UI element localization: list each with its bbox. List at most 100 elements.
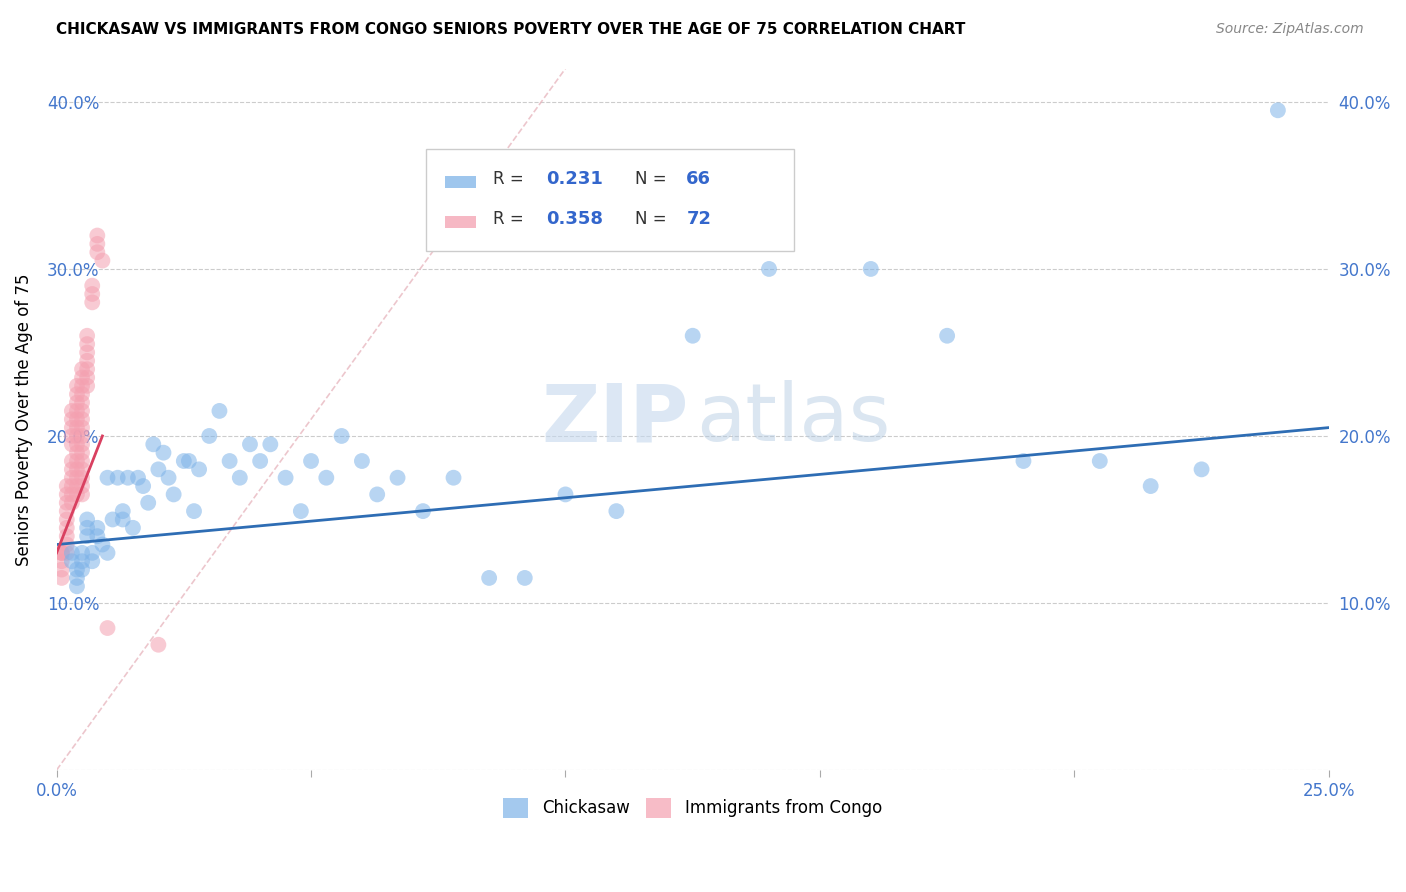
- Legend: Chickasaw, Immigrants from Congo: Chickasaw, Immigrants from Congo: [496, 791, 889, 825]
- Point: [91, 253, 114, 268]
- Point: [148, 462, 170, 476]
- Point: [554, 487, 576, 501]
- Point: [136, 496, 159, 510]
- Text: 66: 66: [686, 170, 711, 188]
- Point: [157, 471, 180, 485]
- Point: [173, 454, 195, 468]
- Point: [412, 504, 434, 518]
- Point: [111, 504, 134, 518]
- Text: 0.231: 0.231: [547, 170, 603, 188]
- Point: [70, 487, 93, 501]
- Point: [122, 521, 145, 535]
- Point: [70, 362, 93, 376]
- Point: [76, 362, 98, 376]
- Point: [66, 437, 89, 451]
- Point: [60, 487, 83, 501]
- Point: [60, 412, 83, 426]
- Point: [60, 454, 83, 468]
- Point: [66, 454, 89, 468]
- Point: [86, 245, 108, 260]
- Point: [70, 454, 93, 468]
- Point: [758, 262, 780, 277]
- Point: [56, 504, 79, 518]
- Point: [70, 546, 93, 560]
- Point: [60, 404, 83, 418]
- Point: [76, 337, 98, 351]
- Point: [315, 471, 337, 485]
- Point: [111, 512, 134, 526]
- Point: [66, 479, 89, 493]
- Point: [70, 420, 93, 434]
- Point: [70, 429, 93, 443]
- Point: [117, 471, 139, 485]
- Point: [299, 454, 322, 468]
- Point: [70, 445, 93, 459]
- Point: [188, 462, 211, 476]
- Point: [218, 454, 240, 468]
- Point: [60, 429, 83, 443]
- Point: [66, 445, 89, 459]
- Point: [96, 471, 118, 485]
- Point: [91, 537, 114, 551]
- Point: [66, 395, 89, 409]
- Point: [51, 563, 73, 577]
- Point: [605, 504, 627, 518]
- Point: [148, 638, 170, 652]
- Point: [51, 571, 73, 585]
- Point: [682, 328, 704, 343]
- Point: [101, 512, 124, 526]
- Point: [60, 437, 83, 451]
- Point: [66, 471, 89, 485]
- Point: [127, 471, 149, 485]
- Point: [86, 529, 108, 543]
- Text: R =: R =: [494, 170, 529, 188]
- Point: [330, 429, 353, 443]
- Bar: [444, 216, 477, 228]
- Point: [66, 387, 89, 401]
- Point: [56, 546, 79, 560]
- Point: [82, 287, 104, 301]
- Text: R =: R =: [494, 211, 529, 228]
- Point: [82, 546, 104, 560]
- Bar: [444, 176, 477, 188]
- Point: [96, 546, 118, 560]
- Point: [163, 487, 186, 501]
- Point: [60, 462, 83, 476]
- Point: [76, 345, 98, 359]
- Point: [70, 437, 93, 451]
- Point: [51, 546, 73, 560]
- Point: [51, 546, 73, 560]
- Point: [513, 571, 536, 585]
- Point: [70, 395, 93, 409]
- Point: [66, 571, 89, 585]
- Point: [76, 529, 98, 543]
- Point: [274, 471, 297, 485]
- Point: [70, 404, 93, 418]
- Point: [60, 496, 83, 510]
- Point: [70, 412, 93, 426]
- Text: CHICKASAW VS IMMIGRANTS FROM CONGO SENIORS POVERTY OVER THE AGE OF 75 CORRELATIO: CHICKASAW VS IMMIGRANTS FROM CONGO SENIO…: [56, 22, 966, 37]
- Point: [387, 471, 409, 485]
- Text: 72: 72: [686, 211, 711, 228]
- Point: [86, 521, 108, 535]
- Point: [66, 420, 89, 434]
- Point: [60, 554, 83, 568]
- Point: [290, 504, 312, 518]
- Point: [82, 554, 104, 568]
- Point: [70, 462, 93, 476]
- Point: [76, 512, 98, 526]
- Point: [249, 454, 271, 468]
- Point: [198, 429, 221, 443]
- Point: [56, 496, 79, 510]
- Point: [66, 487, 89, 501]
- FancyBboxPatch shape: [426, 149, 794, 251]
- Point: [1139, 479, 1161, 493]
- Point: [66, 429, 89, 443]
- Point: [66, 412, 89, 426]
- Point: [132, 479, 155, 493]
- Point: [60, 546, 83, 560]
- Point: [96, 621, 118, 635]
- Y-axis label: Seniors Poverty Over the Age of 75: Seniors Poverty Over the Age of 75: [15, 273, 32, 566]
- Text: N =: N =: [636, 170, 672, 188]
- Text: N =: N =: [636, 211, 672, 228]
